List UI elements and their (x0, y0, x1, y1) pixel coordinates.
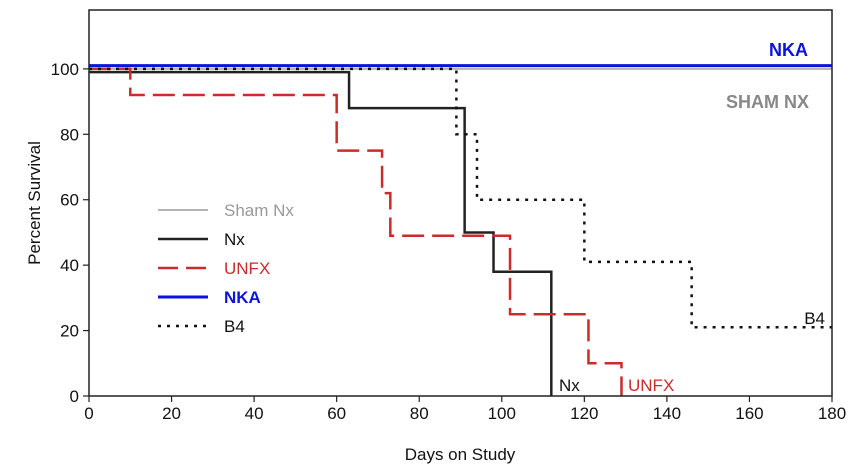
y-tick-label-20: 20 (60, 322, 79, 341)
annotation-sham-nx: SHAM NX (726, 92, 809, 112)
legend-label-sham-nx: Sham Nx (224, 201, 294, 220)
series-unfx (89, 67, 623, 396)
x-tick-label-140: 140 (653, 404, 681, 423)
x-tick-label-100: 100 (488, 404, 516, 423)
legend-label-nx: Nx (224, 230, 245, 249)
x-tick-label-0: 0 (84, 404, 93, 423)
plot-frame (88, 9, 833, 397)
plot-lines (89, 64, 832, 396)
legend-label-nka: NKA (224, 288, 261, 307)
series-nx (89, 70, 553, 396)
legend-label-unfx: UNFX (224, 259, 270, 278)
x-tick-label-20: 20 (162, 404, 181, 423)
annotation-b4: B4 (804, 309, 825, 328)
x-tick-label-120: 120 (570, 404, 598, 423)
x-tick-label-160: 160 (735, 404, 763, 423)
x-axis-ticks: 0 20 40 60 80 100 120 140 160 180 (84, 396, 846, 423)
y-axis-title: Percent Survival (25, 141, 44, 265)
x-tick-label-60: 60 (327, 404, 346, 423)
annotation-nx: Nx (559, 376, 580, 395)
y-tick-label-60: 60 (60, 191, 79, 210)
y-tick-label-80: 80 (60, 125, 79, 144)
annotation-unfx: UNFX (628, 376, 674, 395)
x-tick-label-40: 40 (245, 404, 264, 423)
y-tick-label-100: 100 (51, 60, 79, 79)
legend-label-b4: B4 (224, 317, 245, 336)
x-tick-label-180: 180 (818, 404, 846, 423)
y-tick-label-0: 0 (70, 387, 79, 406)
annotation-nka: NKA (769, 40, 808, 60)
legend: Sham Nx Nx UNFX NKA B4 (158, 201, 294, 336)
x-tick-label-80: 80 (410, 404, 429, 423)
y-axis-ticks: 0 20 40 60 80 100 (51, 60, 89, 406)
y-tick-label-40: 40 (60, 256, 79, 275)
series-b4 (89, 67, 832, 329)
x-axis-title: Days on Study (405, 445, 516, 464)
